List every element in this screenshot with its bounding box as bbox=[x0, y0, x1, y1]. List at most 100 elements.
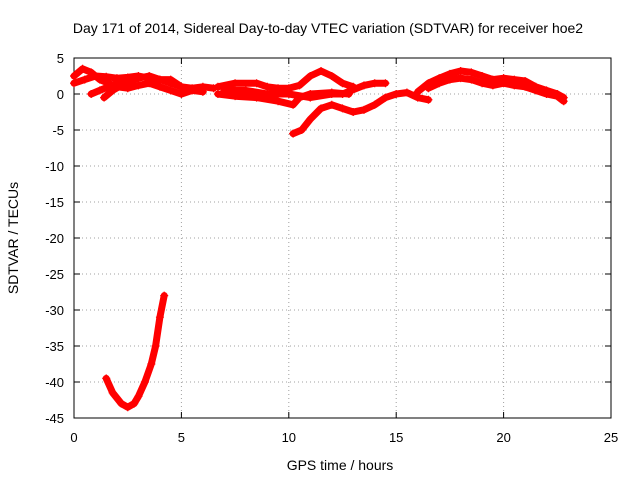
x-tick-label: 15 bbox=[389, 430, 403, 445]
y-tick-label: -45 bbox=[45, 411, 64, 426]
data-point bbox=[542, 90, 551, 98]
y-tick-label: -5 bbox=[52, 123, 64, 138]
data-point bbox=[78, 64, 87, 73]
data-point bbox=[241, 86, 250, 95]
data-point bbox=[327, 100, 336, 109]
series-band bbox=[214, 67, 357, 92]
data-point bbox=[102, 72, 111, 81]
data-point bbox=[145, 72, 154, 80]
data-point bbox=[456, 66, 465, 75]
x-tick-label: 20 bbox=[496, 430, 510, 445]
data-point bbox=[338, 90, 347, 98]
data-point bbox=[499, 79, 508, 88]
data-point bbox=[213, 90, 222, 98]
data-point bbox=[359, 105, 368, 114]
data-point bbox=[134, 74, 143, 83]
axis-ticks: 0 5 10 15 20 25 5 0 -5 -10 -15 -20 -25 -30 -35 -40 -45 bbox=[45, 51, 618, 445]
y-tick-label: 0 bbox=[57, 87, 64, 102]
data-point bbox=[134, 81, 143, 90]
data-point bbox=[467, 68, 476, 77]
data-point bbox=[370, 100, 379, 109]
data-point bbox=[306, 93, 315, 102]
series-arc-6 bbox=[213, 66, 358, 93]
data-point bbox=[147, 360, 156, 368]
data-point bbox=[306, 115, 315, 124]
data-point bbox=[220, 86, 229, 95]
data-point bbox=[102, 374, 111, 383]
data-point bbox=[160, 291, 169, 300]
data-point bbox=[327, 72, 336, 80]
y-axis-label: SDTVAR / TECUs bbox=[5, 182, 21, 294]
data-point bbox=[553, 92, 562, 101]
series-band bbox=[424, 74, 568, 105]
data-point bbox=[231, 79, 240, 88]
data-point bbox=[155, 75, 164, 84]
data-point bbox=[100, 93, 109, 102]
data-point bbox=[177, 90, 186, 98]
data-point bbox=[559, 97, 568, 106]
data-point bbox=[424, 84, 433, 93]
data-point bbox=[306, 72, 315, 80]
data-point bbox=[166, 75, 175, 84]
data-series bbox=[70, 64, 568, 412]
data-point bbox=[510, 81, 519, 90]
data-point bbox=[317, 104, 326, 113]
data-point bbox=[478, 79, 487, 88]
data-point bbox=[252, 79, 261, 88]
data-point bbox=[188, 86, 197, 95]
data-point bbox=[80, 75, 89, 84]
data-point bbox=[297, 126, 306, 134]
data-point bbox=[125, 77, 134, 86]
y-tick-label: -40 bbox=[45, 375, 64, 390]
data-point bbox=[392, 90, 401, 98]
data-point bbox=[359, 81, 368, 90]
data-point bbox=[521, 82, 530, 91]
data-point bbox=[488, 81, 497, 90]
data-point bbox=[289, 129, 298, 138]
data-point bbox=[263, 82, 272, 91]
data-point bbox=[370, 79, 379, 88]
data-point bbox=[289, 100, 298, 109]
data-point bbox=[478, 72, 487, 80]
data-point bbox=[274, 97, 283, 106]
series-arc-8 bbox=[289, 88, 433, 138]
data-point bbox=[155, 313, 164, 322]
data-point bbox=[130, 399, 139, 408]
data-point bbox=[284, 90, 293, 98]
series-band bbox=[102, 292, 168, 411]
data-point bbox=[117, 81, 126, 90]
data-point bbox=[435, 79, 444, 88]
data-point bbox=[134, 392, 143, 401]
x-tick-label: 10 bbox=[282, 430, 296, 445]
data-point bbox=[117, 399, 126, 408]
data-point bbox=[531, 86, 540, 95]
x-tick-label: 0 bbox=[70, 430, 77, 445]
data-point bbox=[155, 82, 164, 91]
y-tick-label: -30 bbox=[45, 303, 64, 318]
series-arc-10 bbox=[424, 74, 568, 106]
y-tick-label: 5 bbox=[57, 51, 64, 66]
data-point bbox=[87, 90, 96, 98]
data-point bbox=[166, 86, 175, 95]
data-point bbox=[70, 79, 78, 88]
series-arc-7 bbox=[220, 79, 390, 102]
data-point bbox=[456, 74, 465, 83]
data-point bbox=[317, 66, 326, 75]
data-point bbox=[151, 342, 160, 350]
data-point bbox=[91, 72, 100, 80]
data-point bbox=[198, 84, 207, 93]
x-axis-label: GPS time / hours bbox=[287, 457, 394, 473]
data-point bbox=[123, 403, 132, 412]
chart-title: Day 171 of 2014, Sidereal Day-to-day VTE… bbox=[73, 20, 583, 36]
series-band bbox=[220, 79, 389, 102]
x-tick-label: 25 bbox=[604, 430, 618, 445]
data-point bbox=[95, 86, 104, 95]
data-point bbox=[445, 75, 454, 84]
series-arc-11 bbox=[102, 291, 169, 412]
data-point bbox=[108, 388, 117, 397]
data-point bbox=[424, 95, 433, 104]
data-point bbox=[402, 88, 411, 97]
data-point bbox=[213, 82, 222, 91]
data-point bbox=[327, 90, 336, 98]
y-tick-label: -10 bbox=[45, 159, 64, 174]
